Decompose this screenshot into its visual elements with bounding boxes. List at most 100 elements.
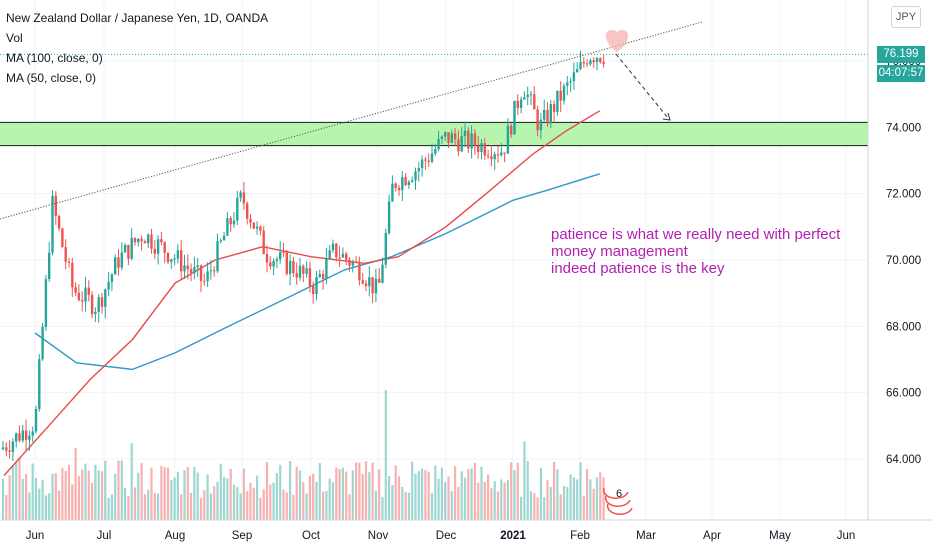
candle-body <box>371 277 374 294</box>
candle-body <box>252 222 255 229</box>
volume-bar <box>328 478 331 520</box>
candle-body <box>315 276 318 295</box>
volume-legend[interactable]: Vol <box>6 31 23 45</box>
candle-body <box>54 195 57 217</box>
volume-bar <box>209 493 212 520</box>
volume-bar <box>516 462 519 520</box>
candle-body <box>222 235 226 241</box>
volume-bar <box>592 488 595 520</box>
volume-bar <box>602 477 605 520</box>
volume-bar <box>34 477 38 520</box>
annotation-line-2: money management <box>551 243 688 260</box>
volume-bar <box>503 482 506 520</box>
volume-bar <box>21 478 24 520</box>
volume-bar <box>256 475 259 520</box>
candle-body <box>411 180 414 182</box>
volume-bar <box>401 486 404 520</box>
candle-body <box>500 152 503 156</box>
volume-bar <box>91 482 94 520</box>
marker-arc <box>606 503 633 515</box>
volume-bar <box>341 467 344 520</box>
volume-bar <box>67 464 71 520</box>
volume-bar <box>427 471 430 520</box>
currency-button[interactable]: JPY <box>891 6 921 28</box>
volume-bar <box>520 496 523 520</box>
volume-bar <box>358 462 361 520</box>
volume-bar <box>1 478 5 520</box>
candle-body <box>513 100 516 135</box>
volume-bar <box>262 489 265 520</box>
last-price-badge: 76.199 <box>877 46 925 63</box>
candle-body <box>11 441 15 452</box>
volume-bar <box>490 488 493 520</box>
volume-bar <box>496 491 500 520</box>
price-axis-panel <box>868 0 932 550</box>
volume-bar <box>572 477 575 520</box>
chart-title[interactable]: New Zealand Dollar / Japanese Yen, 1D, O… <box>6 11 269 25</box>
volume-bar <box>117 460 120 520</box>
candle-body <box>104 289 107 307</box>
volume-bar <box>64 470 67 520</box>
candle-body <box>364 283 368 287</box>
candle-body <box>239 192 242 198</box>
volume-bar <box>543 497 546 520</box>
volume-bar <box>529 491 533 520</box>
volume-bar <box>444 482 447 520</box>
support-zone[interactable] <box>0 121 868 147</box>
volume-bar <box>199 497 203 520</box>
volume-bar <box>421 468 424 520</box>
candle-body <box>417 168 420 172</box>
candle-body <box>242 192 246 204</box>
candle-body <box>533 94 536 110</box>
candle-body <box>130 237 133 259</box>
candle-body <box>97 297 100 312</box>
volume-bar <box>295 466 298 520</box>
annotation-line-3: indeed patience is the key <box>551 260 725 277</box>
volume-bar <box>407 492 410 520</box>
candle-body <box>285 252 288 275</box>
candle-body <box>539 119 543 131</box>
candle-body <box>338 257 341 259</box>
volume-bar <box>539 467 542 520</box>
candle-body <box>44 279 48 327</box>
volume-bar <box>170 480 173 520</box>
y-tick-label: 68.000 <box>886 321 921 333</box>
x-tick-label: Oct <box>302 530 321 542</box>
candle-body <box>302 265 305 274</box>
candle-body <box>28 435 31 440</box>
volume-bar <box>84 463 87 520</box>
candle-body <box>602 61 605 64</box>
x-tick-label: Jun <box>26 530 45 542</box>
candle-body <box>444 132 447 137</box>
ma50-legend[interactable]: MA (50, close, 0) <box>6 71 97 85</box>
candle-body <box>552 104 556 112</box>
candles <box>1 50 605 461</box>
candle-body <box>160 239 163 243</box>
volume-bars <box>1 390 605 520</box>
candle-body <box>262 230 265 255</box>
volume-bar <box>364 461 368 520</box>
candle-body <box>156 239 160 254</box>
x-tick-label: Sep <box>232 530 252 542</box>
volume-bar <box>193 466 196 520</box>
candle-body <box>288 260 292 275</box>
drawings[interactable]: 6 <box>0 21 868 515</box>
volume-bar <box>5 495 8 520</box>
candle-body <box>110 274 114 282</box>
text-annotation[interactable]: patience is what we really need with per… <box>551 226 840 277</box>
volume-bar <box>430 492 434 520</box>
volume-bar <box>533 493 536 520</box>
volume-bar <box>417 471 420 520</box>
volume-bar <box>467 469 470 520</box>
candle-body <box>430 153 434 162</box>
volume-bar <box>176 472 179 520</box>
candle-body <box>140 238 143 242</box>
candle-body <box>229 218 232 225</box>
candle-body <box>305 268 308 274</box>
moving-averages <box>3 110 601 477</box>
ma100-legend[interactable]: MA (100, close, 0) <box>6 51 103 65</box>
time-axis-panel <box>0 520 932 550</box>
volume-bar <box>216 481 219 520</box>
candle-body <box>21 430 24 441</box>
